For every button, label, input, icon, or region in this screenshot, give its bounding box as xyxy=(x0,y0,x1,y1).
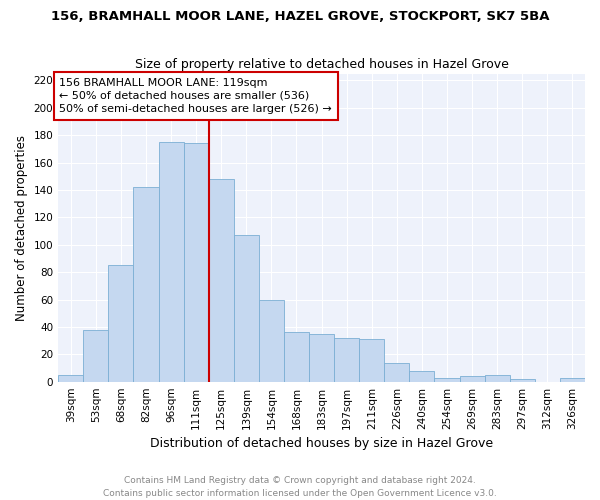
Bar xyxy=(560,378,585,382)
Bar xyxy=(158,142,184,382)
Text: 156, BRAMHALL MOOR LANE, HAZEL GROVE, STOCKPORT, SK7 5BA: 156, BRAMHALL MOOR LANE, HAZEL GROVE, ST… xyxy=(51,10,549,23)
Title: Size of property relative to detached houses in Hazel Grove: Size of property relative to detached ho… xyxy=(134,58,509,71)
Y-axis label: Number of detached properties: Number of detached properties xyxy=(15,134,28,320)
Bar xyxy=(133,187,158,382)
Text: 156 BRAMHALL MOOR LANE: 119sqm
← 50% of detached houses are smaller (536)
50% of: 156 BRAMHALL MOOR LANE: 119sqm ← 50% of … xyxy=(59,78,332,114)
Text: Contains HM Land Registry data © Crown copyright and database right 2024.
Contai: Contains HM Land Registry data © Crown c… xyxy=(103,476,497,498)
Bar xyxy=(83,330,109,382)
Bar xyxy=(209,179,234,382)
Bar xyxy=(485,375,510,382)
Bar xyxy=(409,370,434,382)
X-axis label: Distribution of detached houses by size in Hazel Grove: Distribution of detached houses by size … xyxy=(150,437,493,450)
Bar xyxy=(434,378,460,382)
Bar xyxy=(385,362,409,382)
Bar xyxy=(334,338,359,382)
Bar xyxy=(359,339,385,382)
Bar xyxy=(109,266,133,382)
Bar xyxy=(184,144,209,382)
Bar xyxy=(284,332,309,382)
Bar xyxy=(460,376,485,382)
Bar xyxy=(259,300,284,382)
Bar xyxy=(58,375,83,382)
Bar xyxy=(309,334,334,382)
Bar xyxy=(234,235,259,382)
Bar xyxy=(510,379,535,382)
